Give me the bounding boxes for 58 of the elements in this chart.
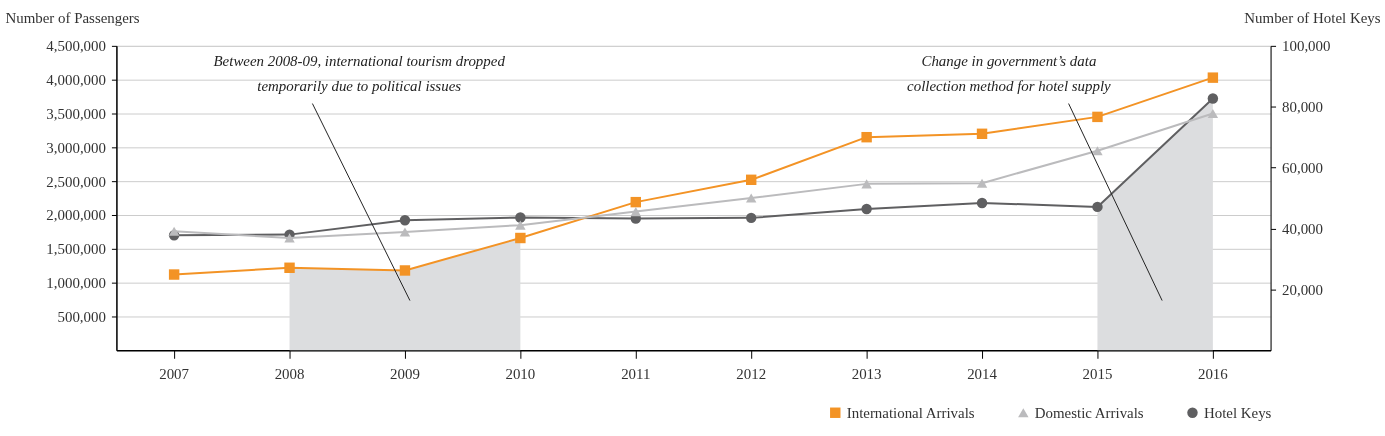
point — [861, 179, 872, 189]
x-tick-label: 2015 — [1082, 365, 1113, 382]
y-tick-label: 3,500,000 — [46, 105, 106, 122]
x-tick-label: 2012 — [736, 365, 767, 382]
point — [1092, 201, 1103, 213]
y2-axis-title: Number of Hotel Keys — [1244, 10, 1381, 27]
annotation: Between 2008-09, international tourism dropped temporarily due to political issues — [213, 52, 506, 94]
point — [630, 207, 641, 217]
point — [399, 215, 411, 226]
point — [168, 226, 180, 236]
point — [745, 212, 757, 224]
y2-tick-label: 60,000 — [1282, 160, 1324, 177]
x-tick-label: 2010 — [505, 365, 536, 382]
legend-label: International Arrivals — [846, 404, 975, 421]
point — [976, 128, 988, 140]
x-tick-label: 2014 — [967, 365, 998, 382]
x-tick-label: 2013 — [851, 365, 882, 382]
point — [745, 174, 757, 186]
x-tick-label: 2009 — [390, 365, 420, 382]
y-tick-label: 500,000 — [57, 308, 106, 325]
x-tick-label: 2016 — [1197, 365, 1229, 382]
x-tick-label: 2008 — [274, 365, 305, 382]
point — [745, 193, 757, 203]
point — [515, 212, 526, 223]
x-tick-label: 2011 — [621, 365, 651, 382]
point — [1207, 72, 1219, 83]
point — [399, 227, 411, 237]
legend-label: Domestic Arrivals — [1034, 404, 1144, 421]
y-tick-label: 4,500,000 — [46, 38, 106, 55]
point — [168, 269, 180, 280]
point — [1092, 111, 1103, 123]
y2-tick-label: 40,000 — [1282, 221, 1324, 237]
x-tick-label: 2007 — [159, 365, 190, 382]
annotation: Change in government’s data collection method for hotel supply — [907, 52, 1112, 94]
y-tick-label: 4,000,000 — [46, 72, 106, 89]
point — [515, 220, 526, 230]
y2-tick-label: 100,000 — [1282, 38, 1331, 55]
point — [515, 232, 526, 244]
y-tick-label: 1,000,000 — [46, 275, 106, 292]
point — [1092, 146, 1103, 156]
point — [399, 265, 411, 276]
y-tick-label: 2,500,000 — [46, 173, 106, 190]
legend-label: Hotel Keys — [1203, 404, 1272, 421]
point — [284, 233, 295, 243]
point — [1207, 108, 1219, 119]
point — [861, 203, 872, 215]
point — [1207, 93, 1219, 104]
point — [630, 196, 641, 208]
point — [284, 262, 295, 273]
y-tick-label: 3,000,000 — [46, 139, 106, 156]
y-tick-label: 2,000,000 — [46, 207, 106, 224]
y2-tick-label: 80,000 — [1282, 99, 1324, 116]
y-axis-title: Number of Passengers — [5, 10, 140, 27]
y2-tick-label: 20,000 — [1282, 281, 1324, 298]
point — [976, 197, 988, 209]
point — [861, 131, 872, 143]
point — [976, 178, 988, 188]
y-tick-label: 1,500,000 — [46, 241, 106, 258]
